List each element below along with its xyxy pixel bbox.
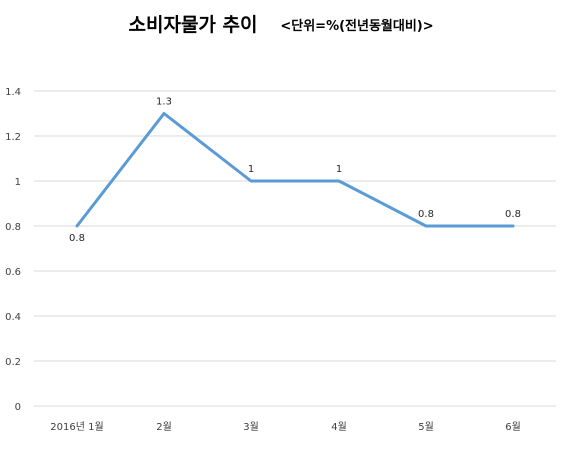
data-label: 0.8 <box>505 209 521 220</box>
x-tick-label: 5월 <box>418 421 434 433</box>
y-tick-label: 0.8 <box>5 222 21 233</box>
y-tick-label: 0.2 <box>5 357 21 368</box>
y-tick-label: 1.4 <box>5 87 21 98</box>
chart-subtitle: <단위=%(전년동월대비)> <box>280 18 433 34</box>
data-label: 1 <box>336 164 342 175</box>
x-axis-ticks: 2016년 1월 2월 3월 4월 5월 6월 <box>50 421 520 433</box>
series-line <box>77 114 513 227</box>
x-tick-label: 3월 <box>243 421 259 433</box>
data-label: 1 <box>248 164 254 175</box>
y-tick-label: 0 <box>15 402 21 413</box>
chart-title: 소비자물가 추이 <box>129 14 258 36</box>
y-tick-label: 0.6 <box>5 267 21 278</box>
data-labels: 0.8 1.3 1 1 0.8 0.8 <box>69 97 521 245</box>
series-layer <box>77 113 513 226</box>
gridlines <box>34 91 556 406</box>
y-tick-label: 0.4 <box>5 312 21 323</box>
x-tick-label: 2월 <box>156 421 172 433</box>
y-tick-label: 1 <box>15 177 21 188</box>
data-label: 0.8 <box>418 209 434 220</box>
x-tick-label: 4월 <box>331 421 347 433</box>
data-label: 0.8 <box>69 233 85 244</box>
y-axis-ticks: 0 0.2 0.4 0.6 0.8 1 1.2 1.4 <box>5 87 21 413</box>
y-tick-label: 1.2 <box>5 132 21 143</box>
x-tick-label: 6월 <box>505 421 521 433</box>
data-label: 1.3 <box>156 97 172 108</box>
x-tick-label: 2016년 1월 <box>50 421 103 433</box>
